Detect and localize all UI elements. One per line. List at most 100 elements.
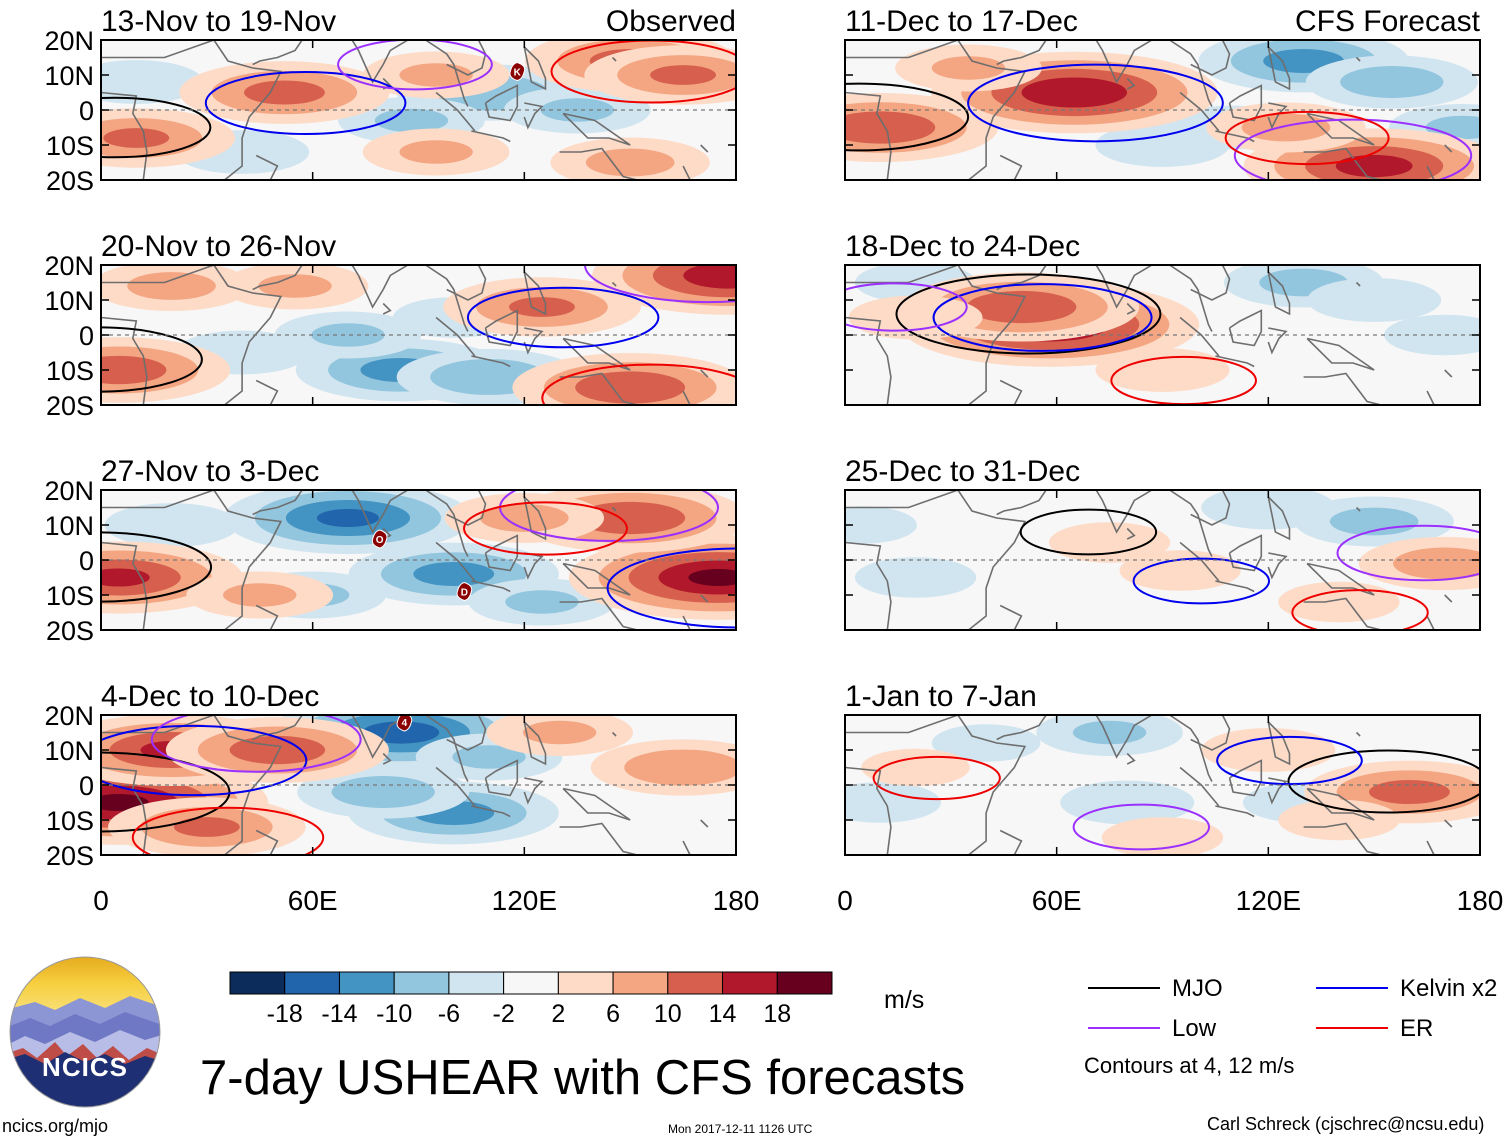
map-panel: 18-Dec to 24-Dec — [844, 230, 1481, 406]
colorbar-swatch — [229, 971, 286, 995]
shading-band — [575, 371, 686, 404]
storm-label: K — [514, 68, 522, 79]
coastline — [611, 731, 617, 737]
lat-tick-label: 0 — [79, 771, 94, 801]
coastline — [1179, 316, 1220, 357]
credit-link[interactable]: Carl Schreck (cjschrec@ncsu.edu) — [1207, 1114, 1485, 1134]
coastline — [101, 766, 148, 855]
shading-band — [1048, 522, 1171, 563]
shading-band — [845, 506, 917, 544]
coastline — [1306, 337, 1375, 371]
coastline — [1228, 84, 1263, 122]
shading-band — [101, 60, 204, 104]
coastline — [471, 805, 511, 818]
map-panel: 20-Nov to 26-Nov — [100, 230, 737, 406]
shading-band — [845, 111, 936, 144]
unit-label: m/s — [884, 986, 925, 1014]
coastline — [101, 316, 148, 405]
shading-band — [931, 56, 1006, 80]
coastline — [435, 541, 476, 582]
coastline — [425, 490, 469, 557]
coastline — [333, 265, 409, 309]
shading-band — [127, 272, 216, 300]
storm-marker: K — [509, 61, 526, 82]
coastline — [1303, 147, 1382, 180]
coastline — [1190, 40, 1231, 76]
coastline — [252, 265, 303, 291]
wave-contour — [1216, 735, 1363, 786]
coastline — [523, 777, 544, 805]
coastline — [1444, 819, 1453, 828]
colorbar-tick-label: -14 — [321, 1000, 357, 1028]
legend-label: MJO — [1172, 975, 1223, 1002]
coastline — [996, 490, 1047, 516]
wave-contour — [101, 531, 213, 603]
coastline — [1126, 752, 1136, 765]
coastline — [996, 715, 1047, 741]
coastline — [562, 562, 631, 596]
lat-tick-label: 20S — [46, 616, 94, 646]
coastline — [1215, 580, 1255, 593]
coastline — [471, 355, 511, 368]
coastline — [382, 752, 392, 765]
coastline — [1077, 490, 1153, 534]
coastline — [611, 56, 617, 62]
shading-band — [585, 148, 675, 177]
colorbar-tick-label: -6 — [438, 1000, 460, 1028]
coastline — [1303, 597, 1382, 630]
wave-contour — [101, 724, 308, 797]
map-panel: 1-Jan to 7-Jan — [844, 680, 1481, 856]
coastline — [255, 154, 279, 180]
storm-label: 4 — [402, 718, 408, 729]
coastline — [1228, 309, 1263, 347]
lat-tick-label: 10S — [46, 131, 94, 161]
wave-contour — [131, 806, 325, 855]
colorbar-swatch — [776, 971, 833, 995]
colorbar-tick-label: 14 — [709, 1000, 737, 1028]
coastline — [446, 490, 487, 526]
shading-band — [845, 782, 941, 823]
coastline — [999, 604, 1023, 630]
panel-field — [101, 265, 736, 405]
coastline — [471, 130, 511, 143]
shading-band — [374, 108, 449, 133]
coastline — [1426, 615, 1435, 630]
map-panel: 25-Dec to 31-Dec — [844, 455, 1481, 631]
lat-tick-label: 0 — [79, 321, 94, 351]
shading-band — [452, 745, 526, 769]
coastline — [1126, 527, 1136, 540]
logo-text: NCICS — [42, 1052, 128, 1082]
coastline — [1267, 777, 1288, 805]
contour-note: Contours at 4, 12 m/s — [1084, 1053, 1295, 1078]
website-link[interactable]: ncics.org/mjo — [2, 1116, 109, 1136]
coastline — [845, 715, 1027, 855]
panel-period-title: 4-Dec to 10-Dec — [101, 680, 319, 713]
lat-tick-label: 0 — [79, 546, 94, 576]
map-panel: 11-Dec to 17-Dec CFS Forecast — [844, 5, 1481, 181]
shading-band — [244, 80, 325, 105]
coastline — [1077, 40, 1153, 84]
shading-band — [624, 749, 736, 786]
panel-period-title: 27-Nov to 3-Dec — [101, 455, 319, 488]
coastline — [611, 506, 617, 512]
coastline — [1215, 355, 1255, 368]
coastline — [559, 597, 638, 630]
coastline — [523, 102, 544, 130]
coastline — [484, 84, 519, 122]
panel-field — [845, 490, 1480, 630]
colorbar-swatch — [393, 971, 450, 995]
colorbar-swatch — [338, 971, 395, 995]
column-label: Observed — [606, 5, 736, 38]
storm-marker: 4 — [396, 715, 413, 732]
shading-band — [480, 504, 569, 532]
lat-tick-label: 10S — [46, 356, 94, 386]
coastline — [523, 721, 547, 766]
shading-band — [223, 583, 297, 607]
lat-tick-label: 20N — [44, 251, 94, 281]
coastline — [1077, 715, 1153, 759]
coastline — [1267, 496, 1291, 541]
colorbar-tick-label: 18 — [763, 1000, 791, 1028]
colorbar-swatch — [722, 971, 778, 995]
wave-contour — [1287, 749, 1480, 814]
coastline — [1306, 562, 1375, 596]
